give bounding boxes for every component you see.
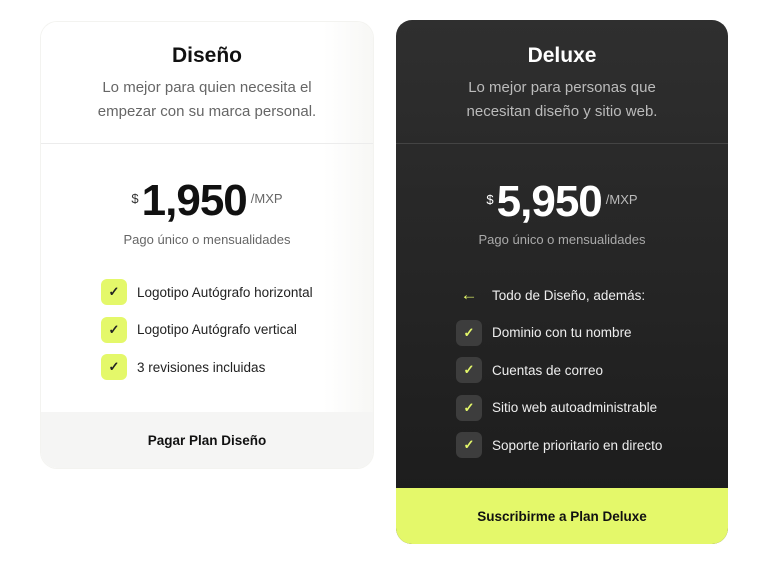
check-icon: ✓ xyxy=(101,316,127,343)
price-amount: 5,950 xyxy=(496,177,603,226)
plan-card-diseno: Diseño Lo mejor para quien necesita el em… xyxy=(41,22,373,468)
feature-list: ← Todo de Diseño, además: ✓ Dominio con tu… xyxy=(456,282,662,470)
price: $ 5,950 /MXP xyxy=(396,178,728,226)
check-icon: ✓ xyxy=(101,279,127,305)
description-line: necesitan diseño y sitio web. xyxy=(466,103,658,120)
feature-label: Sitio web autoadministrable xyxy=(492,400,658,415)
description-line: Lo mejor para personas que xyxy=(468,79,656,96)
currency: $ xyxy=(131,191,139,206)
check-icon: ✓ xyxy=(456,432,482,458)
arrow-left-icon: ← xyxy=(460,285,478,304)
feature-label: Logotipo Autógrafo horizontal xyxy=(137,284,313,300)
description-line: Lo mejor para quien necesita el xyxy=(102,79,312,96)
price-amount: 1,950 xyxy=(141,176,248,225)
price-unit: /MXP xyxy=(605,192,638,207)
description-line: empezar con su marca personal. xyxy=(97,103,317,120)
divider xyxy=(41,143,373,144)
feature-item: ✓ Cuentas de correo xyxy=(456,357,662,383)
feature-label: Logotipo Autógrafo vertical xyxy=(137,322,297,337)
payment-note: Pago único o mensualidades xyxy=(123,232,291,247)
plan-title: Deluxe xyxy=(527,44,597,67)
feature-item: ✓ Dominio con tu nombre xyxy=(456,319,662,346)
feature-label: Cuentas de correo xyxy=(492,362,604,378)
currency: $ xyxy=(486,192,494,207)
subscribe-deluxe-button[interactable]: Suscribirme a Plan Deluxe xyxy=(396,488,728,544)
feature-item: ✓ Logotipo Autógrafo vertical xyxy=(101,316,313,343)
plan-description: Lo mejor para quien necesita el empezar c… xyxy=(41,76,373,124)
check-icon: ✓ xyxy=(101,354,127,380)
check-icon: ✓ xyxy=(456,319,482,346)
feature-label: 3 revisiones incluidas xyxy=(137,359,266,375)
divider xyxy=(396,143,728,144)
plan-card-deluxe: Deluxe Lo mejor para personas que necesit… xyxy=(396,20,728,544)
check-icon: ✓ xyxy=(456,394,482,421)
feature-item: ✓ Soporte prioritario en directo xyxy=(456,432,662,458)
plan-description: Lo mejor para personas que necesitan dise… xyxy=(396,76,728,124)
feature-label: Dominio con tu nombre xyxy=(492,325,632,340)
pay-diseno-button[interactable]: Pagar Plan Diseño xyxy=(41,412,373,468)
check-icon: ✓ xyxy=(456,357,482,383)
feature-label: Soporte prioritario en directo xyxy=(492,437,663,453)
feature-label: Todo de Diseño, además: xyxy=(492,287,646,303)
feature-item: ✓ Sitio web autoadministrable xyxy=(456,394,662,421)
feature-item: ✓ Logotipo Autógrafo horizontal xyxy=(101,279,313,305)
feature-list: ✓ Logotipo Autógrafo horizontal ✓ Logotipo… xyxy=(101,279,313,392)
price-unit: /MXP xyxy=(250,191,283,206)
plan-title: Diseño xyxy=(171,44,242,67)
includes-item: ← Todo de Diseño, además: xyxy=(456,282,662,308)
payment-note: Pago único o mensualidades xyxy=(478,232,646,247)
feature-item: ✓ 3 revisiones incluidas xyxy=(101,354,313,380)
price: $ 1,950 /MXP xyxy=(41,177,373,225)
